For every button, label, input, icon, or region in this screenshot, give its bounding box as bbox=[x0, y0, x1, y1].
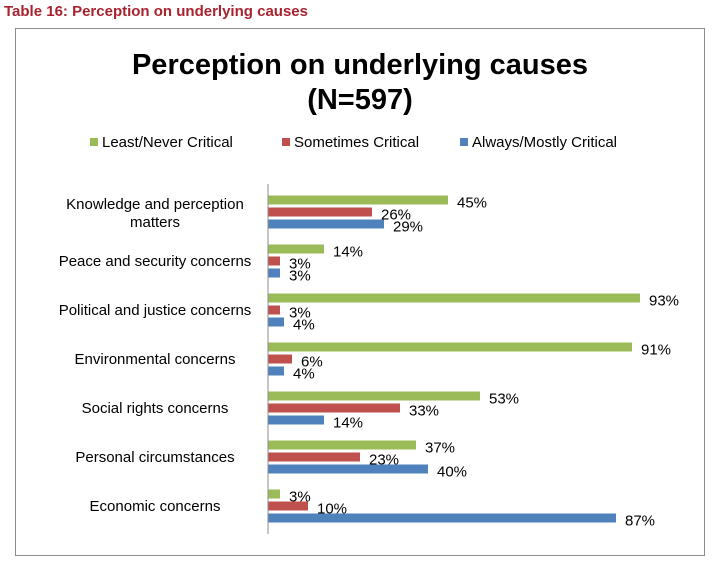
data-label: 40% bbox=[437, 464, 467, 481]
bar bbox=[268, 489, 280, 499]
category-label: Social rights concerns bbox=[82, 400, 229, 417]
data-label: 91% bbox=[641, 342, 671, 359]
bar bbox=[268, 501, 308, 511]
bar bbox=[268, 354, 292, 364]
bar bbox=[268, 293, 640, 303]
legend-swatch bbox=[282, 138, 290, 146]
bar bbox=[268, 244, 324, 254]
bar bbox=[268, 256, 280, 266]
data-label: 37% bbox=[425, 440, 455, 457]
bar bbox=[268, 415, 324, 425]
category-label: Environmental concerns bbox=[75, 351, 236, 368]
value-labels: 45%26%29%14%3%3%93%3%4%91%6%4%53%33%14%3… bbox=[289, 195, 679, 530]
bar bbox=[268, 268, 280, 278]
legend-swatch bbox=[460, 138, 468, 146]
bar bbox=[268, 403, 400, 413]
data-label: 26% bbox=[381, 207, 411, 224]
data-label: 53% bbox=[489, 391, 519, 408]
chart-subtitle: (N=597) bbox=[307, 84, 413, 116]
bar bbox=[268, 452, 360, 462]
bars bbox=[268, 195, 640, 523]
bar bbox=[268, 513, 616, 523]
data-label: 6% bbox=[301, 354, 323, 371]
legend-label: Always/Mostly Critical bbox=[472, 134, 617, 151]
bar bbox=[268, 195, 448, 205]
data-label: 93% bbox=[649, 293, 679, 310]
bar bbox=[268, 391, 480, 401]
bar bbox=[268, 219, 384, 229]
legend-label: Sometimes Critical bbox=[294, 134, 419, 151]
data-label: 33% bbox=[409, 403, 439, 420]
bar bbox=[268, 366, 284, 376]
category-label: Personal circumstances bbox=[75, 449, 234, 466]
category-label: Peace and security concerns bbox=[59, 253, 252, 270]
data-label: 3% bbox=[289, 268, 311, 285]
data-label: 29% bbox=[393, 219, 423, 236]
data-label: 14% bbox=[333, 415, 363, 432]
legend-label: Least/Never Critical bbox=[102, 134, 233, 151]
bar bbox=[268, 207, 372, 217]
category-labels: Knowledge and perception matters Peace and… bbox=[59, 196, 252, 515]
data-label: 14% bbox=[333, 244, 363, 261]
table-caption: Table 16: Perception on underlying cause… bbox=[4, 3, 308, 20]
category-label: Knowledge and perception matters bbox=[66, 196, 244, 231]
data-label: 10% bbox=[317, 501, 347, 518]
legend: Least/Never Critical Sometimes Critical Al… bbox=[90, 134, 617, 151]
bar bbox=[268, 440, 416, 450]
bar bbox=[268, 464, 428, 474]
legend-swatch bbox=[90, 138, 98, 146]
data-label: 23% bbox=[369, 452, 399, 469]
category-label: Political and justice concerns bbox=[59, 302, 252, 319]
chart-title: Perception on underlying causes bbox=[132, 49, 588, 81]
data-label: 3% bbox=[289, 489, 311, 506]
bar bbox=[268, 305, 280, 315]
data-label: 4% bbox=[293, 317, 315, 334]
data-label: 4% bbox=[293, 366, 315, 383]
category-label: Economic concerns bbox=[90, 498, 221, 515]
bar bbox=[268, 342, 632, 352]
data-label: 87% bbox=[625, 513, 655, 530]
data-label: 45% bbox=[457, 195, 487, 212]
bar bbox=[268, 317, 284, 327]
data-label: 3% bbox=[289, 305, 311, 322]
data-label: 3% bbox=[289, 256, 311, 273]
